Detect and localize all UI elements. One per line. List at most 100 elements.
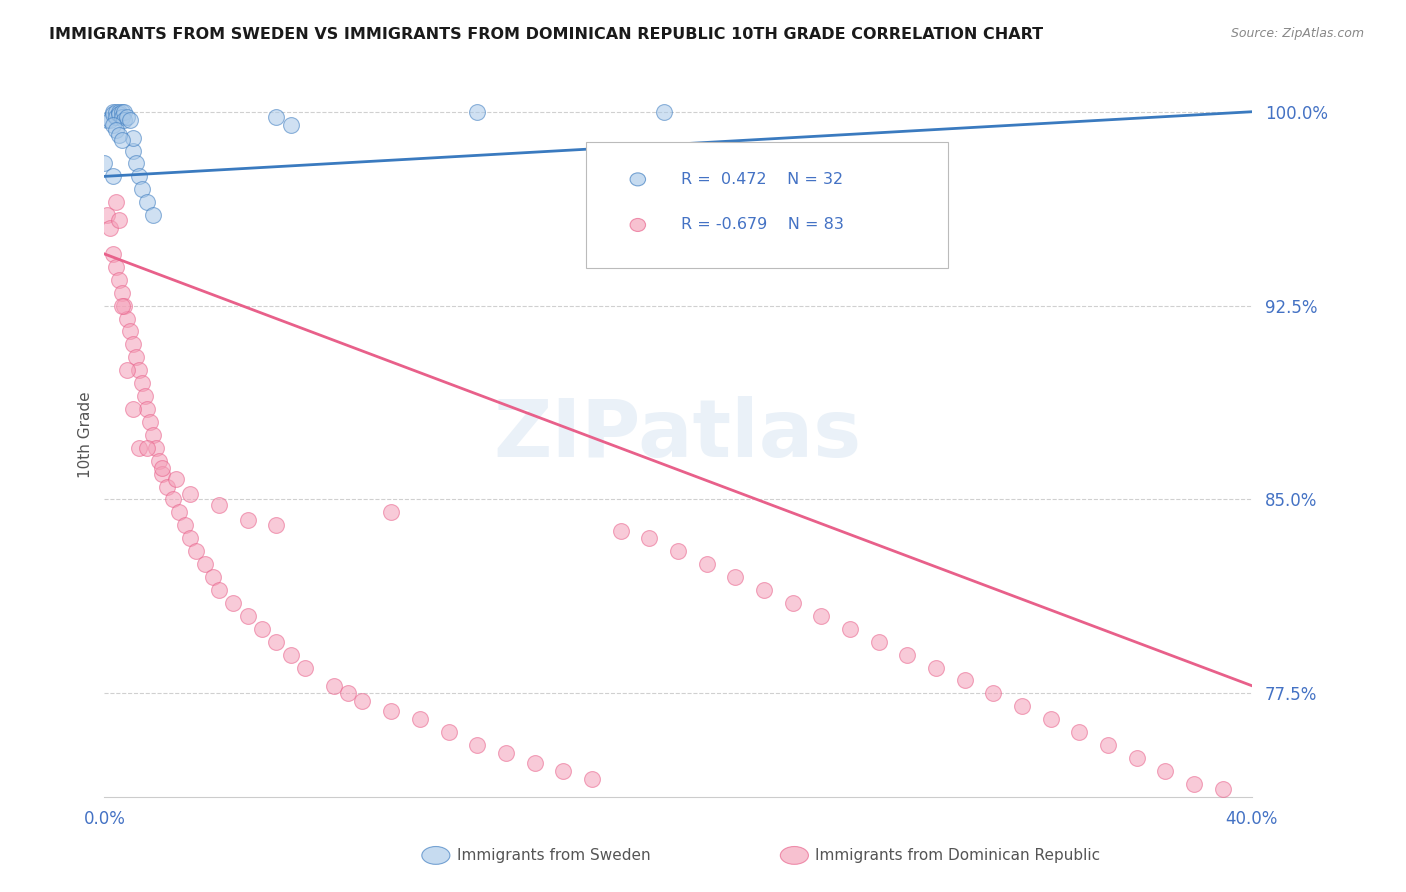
Point [101,169,124,184]
Point [125,351,148,365]
Point [280,118,302,132]
Point [294,660,316,674]
Point [104,260,127,274]
Point [868,634,890,648]
Point [110,110,132,124]
Point [839,622,862,636]
Point [208,498,231,512]
Text: Immigrants from Dominican Republic: Immigrants from Dominican Republic [815,848,1101,863]
Point [107,104,129,119]
Point [148,453,170,467]
Point [96,208,118,222]
Point [266,110,288,124]
Point [409,712,432,726]
Point [810,608,832,623]
Point [782,596,804,610]
Point [236,513,259,527]
Point [437,725,460,739]
Point [117,311,139,326]
Point [114,299,136,313]
Point [104,110,127,124]
Point [953,673,976,688]
Circle shape [780,847,808,864]
Point [104,123,127,137]
Point [136,195,159,210]
Point [208,582,231,597]
Point [380,505,402,519]
Text: IMMIGRANTS FROM SWEDEN VS IMMIGRANTS FROM DOMINICAN REPUBLIC 10TH GRADE CORRELAT: IMMIGRANTS FROM SWEDEN VS IMMIGRANTS FRO… [49,27,1043,42]
Point [150,467,173,481]
Point [150,461,173,475]
Point [131,182,153,196]
Point [1039,712,1062,726]
Point [114,112,136,127]
Point [101,107,124,121]
Point [156,479,179,493]
Text: ZIPatlas: ZIPatlas [494,396,862,474]
Point [134,389,156,403]
Point [609,524,631,538]
Point [142,208,165,222]
Point [110,133,132,147]
Point [652,104,675,119]
Point [162,492,184,507]
Point [983,686,1005,700]
Point [280,648,302,662]
Point [122,402,145,417]
Point [104,104,127,119]
Point [638,531,661,545]
Ellipse shape [630,219,645,232]
Point [96,112,118,127]
Point [465,104,488,119]
Point [101,247,124,261]
Point [93,156,115,170]
Point [128,363,150,377]
Point [110,285,132,300]
Y-axis label: 10th Grade: 10th Grade [79,392,93,478]
Point [1097,738,1119,752]
Point [222,596,245,610]
Point [101,118,124,132]
Point [666,544,689,558]
Point [179,487,201,501]
Point [142,428,165,442]
FancyBboxPatch shape [586,142,948,268]
Point [107,273,129,287]
Point [136,402,159,417]
Point [107,213,129,227]
Point [266,634,288,648]
Point [117,363,139,377]
Point [553,764,575,778]
Ellipse shape [630,173,645,186]
Point [117,110,139,124]
Point [179,531,201,545]
Point [925,660,948,674]
Point [122,337,145,351]
Point [896,648,918,662]
Point [266,518,288,533]
Point [1011,699,1033,714]
Point [380,705,402,719]
Point [122,130,145,145]
Point [1182,777,1205,791]
Point [1069,725,1091,739]
Point [322,679,344,693]
Point [125,156,148,170]
Point [136,441,159,455]
Point [101,104,124,119]
Text: Immigrants from Sweden: Immigrants from Sweden [457,848,651,863]
Text: Source: ZipAtlas.com: Source: ZipAtlas.com [1230,27,1364,40]
Point [128,441,150,455]
Point [167,505,190,519]
Point [696,557,718,571]
Point [236,608,259,623]
Point [128,169,150,184]
Point [194,557,217,571]
Point [98,221,121,235]
Point [186,544,208,558]
Point [110,299,132,313]
Point [752,582,775,597]
Point [495,746,517,760]
Point [581,772,603,786]
Point [1126,751,1149,765]
